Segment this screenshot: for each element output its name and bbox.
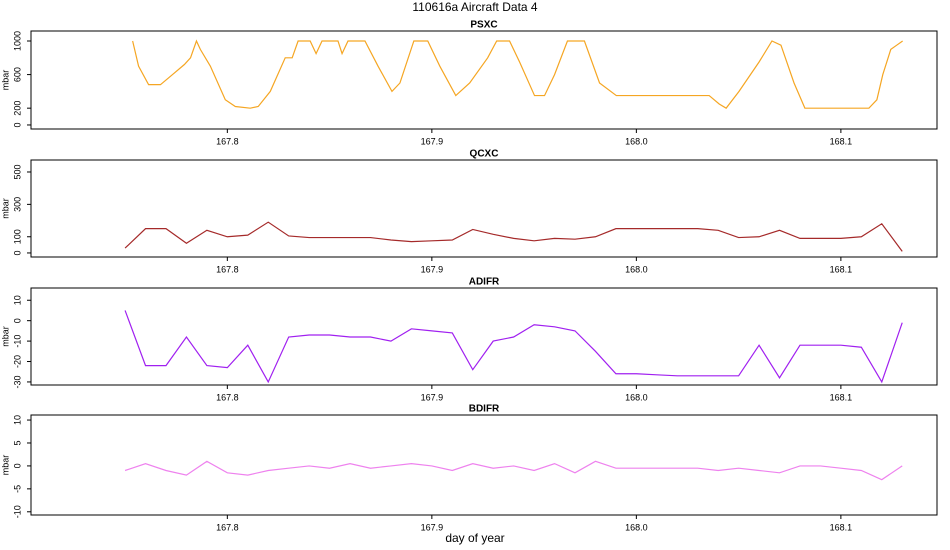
panel-title: BDIFR (469, 404, 500, 415)
x-tick-label: 167.9 (421, 136, 444, 146)
x-tick-label: 167.9 (421, 392, 444, 402)
x-tick-label: 167.8 (216, 392, 239, 402)
data-line (124, 310, 903, 384)
plot-frame (30, 287, 938, 386)
y-axis-label: mbar (0, 198, 10, 219)
data-line (124, 460, 903, 481)
plot-frame (30, 159, 938, 258)
y-tick-label: 0 (12, 463, 22, 468)
y-tick-label: 0 (12, 250, 22, 255)
page-title: 110616a Aircraft Data 4 (412, 0, 538, 14)
y-tick-label: -5 (12, 485, 22, 493)
x-tick-label: 167.8 (216, 136, 239, 146)
y-tick-label: 0 (12, 122, 22, 127)
y-tick-label: 5 (12, 440, 22, 445)
x-tick-label: 168.0 (625, 264, 648, 274)
y-tick-label: 0 (12, 318, 22, 323)
x-tick-label: 167.9 (421, 522, 444, 532)
y-axis-label: mbar (0, 70, 10, 91)
x-tick-label: 168.0 (625, 522, 648, 532)
y-tick-label: -20 (12, 355, 22, 368)
data-line (132, 39, 903, 109)
x-tick-label: 167.9 (421, 264, 444, 274)
panel-title: PSXC (470, 20, 497, 31)
data-line (124, 221, 903, 252)
panel-title: ADIFR (469, 277, 500, 288)
y-axis-label: mbar (0, 455, 10, 476)
plot-frame (30, 30, 938, 130)
plot-frame (30, 414, 938, 516)
y-axis-label: mbar (0, 326, 10, 347)
x-tick-label: 168.1 (830, 392, 853, 402)
x-tick-label: 168.0 (625, 392, 648, 402)
y-tick-label: -30 (12, 375, 22, 388)
x-tick-label: 167.8 (216, 522, 239, 532)
x-tick-label: 168.1 (830, 264, 853, 274)
x-tick-label: 168.1 (830, 136, 853, 146)
y-tick-label: 300 (12, 197, 22, 212)
y-tick-label: 100 (12, 229, 22, 244)
x-axis-label: day of year (445, 531, 504, 545)
y-tick-label: 600 (12, 67, 22, 82)
y-tick-label: 200 (12, 101, 22, 116)
panel-title: QCXC (470, 149, 499, 160)
y-tick-label: -10 (12, 505, 22, 518)
y-tick-label: 10 (12, 295, 22, 305)
x-tick-label: 168.1 (830, 522, 853, 532)
y-tick-label: 10 (12, 415, 22, 425)
x-tick-label: 167.8 (216, 264, 239, 274)
y-tick-label: -10 (12, 335, 22, 348)
y-tick-label: 500 (12, 164, 22, 179)
x-tick-label: 168.0 (625, 136, 648, 146)
y-tick-label: 1000 (12, 31, 22, 51)
